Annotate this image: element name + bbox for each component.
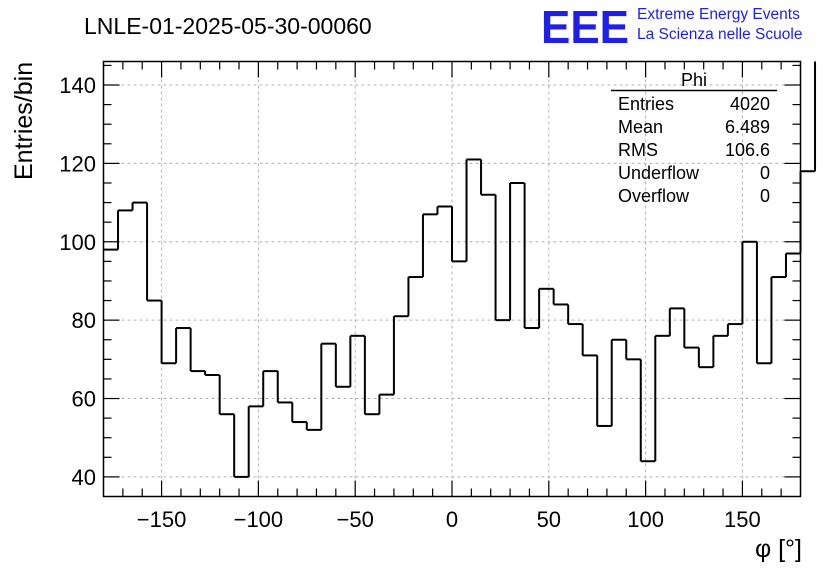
stats-label: Entries [618,94,674,114]
histogram-bin [465,158,482,262]
histogram-bin [247,405,264,477]
project-subtitle: La Scienza nelle Scuole [637,26,802,43]
grid-lines [103,61,801,497]
histogram-bin [349,334,365,387]
axes: −150 −100 −50 0 50 100 150 40 60 80 100 120 140 [59,60,802,532]
x-tick-label: −150 [137,507,187,532]
histogram-bin [146,202,162,302]
histogram-bin [697,347,714,369]
x-tick-label: 150 [724,507,761,532]
histogram-bin [639,359,656,463]
histogram-bin [799,170,816,254]
histogram-bin [581,324,598,357]
eee-logo: EEE [541,1,629,53]
histogram-bin [523,182,540,329]
y-tick-label: 80 [72,308,96,333]
stats-value: 6.489 [725,117,770,137]
histogram-bin [334,343,351,388]
stats-value: 106.6 [725,140,770,160]
histogram-bin [407,276,423,317]
stats-value: 0 [760,163,770,183]
histogram-bin [160,300,177,365]
x-tick-label: −50 [337,507,374,532]
histogram-series [103,61,817,478]
x-axis-label: φ [°] [755,535,802,563]
x-tick-label: 0 [446,507,458,532]
histogram-bin [189,327,206,373]
stats-label: Mean [618,117,663,137]
histogram-bin [363,335,380,416]
histogram-bin [712,334,728,368]
histogram-bin [726,323,743,336]
y-tick-label: 140 [59,73,96,98]
histogram-bin [755,241,772,365]
histogram-bin [668,307,685,336]
y-tick-label: 100 [59,230,96,255]
histogram-bin [451,206,467,263]
y-tick-label: 120 [59,151,96,176]
histogram-bin [291,402,307,424]
histogram-bin [378,393,394,415]
run-title: LNLE-01-2025-05-30-00060 [84,13,372,39]
stats-box-title: Phi [681,70,707,90]
histogram-bin [131,201,148,211]
stats-value: 4020 [730,94,770,114]
stats-label: RMS [618,140,658,160]
histogram-bin [741,240,757,325]
histogram-bin [654,334,670,462]
histogram-bin [320,342,336,430]
histogram-bin [276,371,293,404]
histogram-bin [218,375,235,416]
y-tick-label: 40 [72,465,96,490]
histogram-bin [494,194,511,322]
histogram-bin [552,288,569,306]
stats-value: 0 [760,186,770,206]
histogram-bin [436,205,452,215]
x-tick-label: 50 [537,507,561,532]
histogram-bin [625,339,641,361]
histogram-bin [683,308,699,349]
stats-box: Phi Entries 4020 Mean 6.489 RMS 106.6 Un… [611,70,777,206]
y-axis-label: Entries/bin [10,62,38,180]
histogram-bin [610,338,627,426]
histogram-bin [117,209,133,250]
histogram-bin [596,355,612,427]
histogram-bin [770,276,786,364]
y-tick-label: 60 [72,387,96,412]
stats-label: Overflow [618,186,690,206]
histogram-bin [204,371,220,377]
project-name: Extreme Energy Events [637,6,800,23]
x-tick-label: −100 [234,507,284,532]
histogram-bin [233,414,249,478]
x-tick-label: 100 [627,507,664,532]
stats-label: Underflow [618,163,700,183]
histogram-bin [509,181,525,321]
histogram-bin [784,252,801,278]
histogram-bin [480,159,496,196]
histogram-bin [262,370,278,407]
histogram-bin [538,287,554,328]
histogram-bin [175,326,191,364]
histogram-bin [567,304,583,326]
histogram-bin [305,422,322,431]
histogram-bin [421,213,438,278]
histogram-bin [392,315,409,395]
